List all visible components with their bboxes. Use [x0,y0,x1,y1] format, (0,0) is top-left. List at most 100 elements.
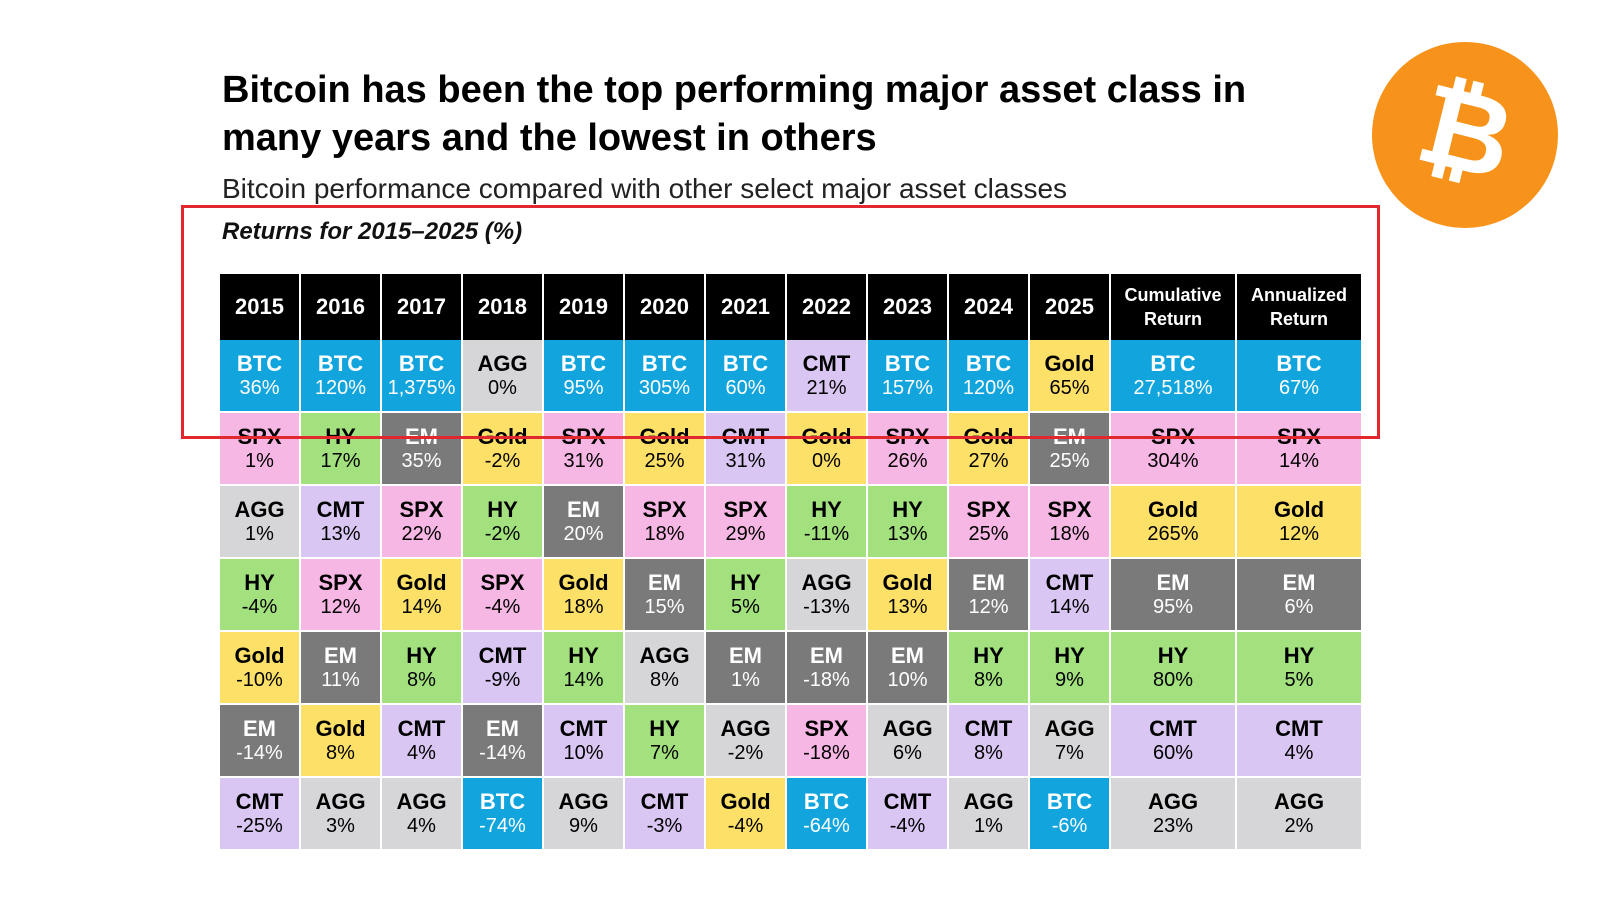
cell-asset: SPX [966,496,1011,522]
cell-asset: AGG [396,788,447,814]
table-cell: HY -2% [463,486,544,559]
table-cell: HY 14% [544,632,625,705]
table-cell: EM 12% [949,559,1030,632]
table-cell: HY 80% [1111,632,1237,705]
cell-value: 60% [1152,741,1194,764]
cell-asset: SPX [642,496,687,522]
cell-value: -10% [236,668,283,691]
cell-value: 8% [326,741,355,764]
table-column: Cumulative Return BTC 27,518% SPX 304% Gold 26… [1111,274,1237,866]
cell-asset: AGG [801,569,852,595]
cell-value: 31% [725,449,766,472]
cell-asset: EM [1156,569,1190,595]
table-cell: EM 1% [706,632,787,705]
cell-asset: CMT [1275,715,1323,741]
cell-asset: EM [405,423,438,449]
cell-asset: EM [810,642,843,668]
cell-asset: EM [324,642,357,668]
cell-value: -13% [803,595,850,618]
table-cell: SPX 18% [625,486,706,559]
table-cell: CMT 13% [301,486,382,559]
cell-value: -2% [484,449,521,472]
column-header: 2022 [787,274,868,340]
cell-value: 12% [968,595,1009,618]
cell-asset: AGG [720,715,771,741]
table-cell: EM 11% [301,632,382,705]
column-header: 2018 [463,274,544,340]
table-cell: CMT -9% [463,632,544,705]
cell-asset: BTC [965,350,1012,376]
table-cell: EM 10% [868,632,949,705]
table-cell: Gold 265% [1111,486,1237,559]
cell-value: 304% [1147,449,1199,472]
table-column: 2015 BTC 36% SPX 1% AGG 1% HY -4% Gold -10% EM -14% C… [220,274,301,866]
table-cell: Gold -2% [463,413,544,486]
cell-asset: EM [1282,569,1316,595]
table-cell: CMT 21% [787,340,868,413]
cell-asset: Gold [963,423,1014,449]
table-column: 2025 Gold 65% EM 25% SPX 18% CMT 14% HY 9% AGG 7% BTC… [1030,274,1111,866]
cell-asset: CMT [964,715,1013,741]
table-column: 2024 BTC 120% Gold 27% SPX 25% EM 12% HY 8% CMT 8% AG… [949,274,1030,866]
table-cell: Gold 12% [1237,486,1363,559]
column-header: 2019 [544,274,625,340]
cell-asset: CMT [397,715,446,741]
column-header: 2021 [706,274,787,340]
cell-asset: Gold [720,788,771,814]
cell-value: 305% [638,376,691,399]
table-cell: CMT -25% [220,778,301,851]
cell-value: 21% [806,376,847,399]
table-cell: EM 35% [382,413,463,486]
cell-value: -14% [479,741,526,764]
cell-value: -4% [241,595,278,618]
cell-asset: SPX [1047,496,1092,522]
cell-value: 13% [320,522,361,545]
table-cell: Gold 25% [625,413,706,486]
chart-subtitle: Bitcoin performance compared with other … [222,173,1068,204]
table-column: 2016 BTC 120% HY 17% CMT 13% SPX 12% EM 11% Gold 8% A… [301,274,382,866]
cell-asset: AGG [558,788,609,814]
cell-value: 0% [812,449,841,472]
column-header: 2024 [949,274,1030,340]
table-cell: BTC 1,375% [382,340,463,413]
table-cell: Gold -4% [706,778,787,851]
table-column: 2023 BTC 157% SPX 26% HY 13% Gold 13% EM 10% AGG 6% C… [868,274,949,866]
cell-value: -74% [479,814,526,837]
cell-value: 1,375% [387,376,456,399]
cell-value: 1% [245,522,274,545]
cell-value: 17% [320,449,361,472]
cell-asset: CMT [316,496,365,522]
returns-table: 2015 BTC 36% SPX 1% AGG 1% HY -4% Gold -10% EM -14% C… [220,274,1390,866]
table-cell: CMT 10% [544,705,625,778]
table-cell: HY -4% [220,559,301,632]
cell-asset: EM [972,569,1005,595]
cell-value: 11% [321,668,360,691]
cell-asset: HY [1157,642,1189,668]
bitcoin-logo-icon: ₿ [1372,42,1558,228]
cell-asset: HY [244,569,275,595]
cell-value: 12% [320,595,361,618]
cell-asset: HY [325,423,356,449]
cell-asset: EM [567,496,600,522]
cell-asset: SPX [804,715,849,741]
cell-value: 8% [974,741,1003,764]
table-cell: SPX 1% [220,413,301,486]
cell-value: 1% [245,449,274,472]
cell-asset: AGG [639,642,690,668]
table-cell: AGG 6% [868,705,949,778]
cell-value: 18% [1049,522,1090,545]
column-header: 2025 [1030,274,1111,340]
cell-asset: BTC [398,350,445,376]
cell-asset: BTC [722,350,769,376]
cell-value: 25% [1049,449,1090,472]
table-cell: BTC 36% [220,340,301,413]
table-cell: BTC 120% [301,340,382,413]
cell-value: 36% [239,376,280,399]
cell-value: 27% [968,449,1009,472]
cell-value: 5% [1284,668,1314,691]
cell-value: 67% [1278,376,1320,399]
cell-asset: AGG [1273,788,1325,814]
table-cell: Gold 0% [787,413,868,486]
table-cell: Gold 27% [949,413,1030,486]
cell-asset: Gold [315,715,366,741]
